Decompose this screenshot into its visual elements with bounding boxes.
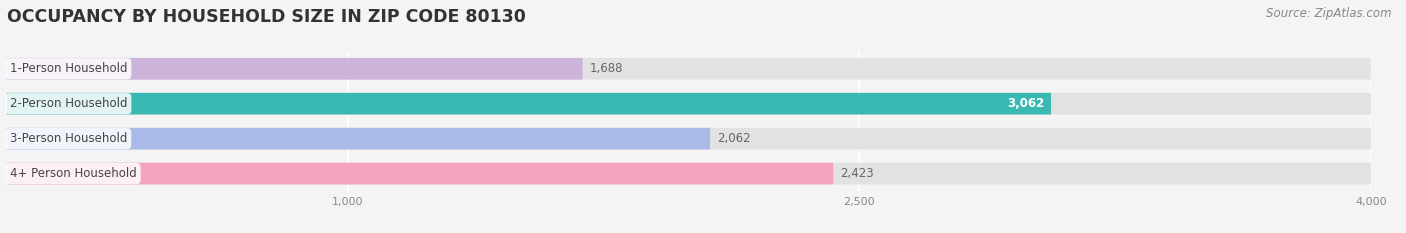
Text: 2-Person Household: 2-Person Household [10, 97, 128, 110]
Text: 2,423: 2,423 [839, 167, 873, 180]
FancyBboxPatch shape [7, 93, 1371, 115]
FancyBboxPatch shape [7, 128, 1371, 150]
Text: 3,062: 3,062 [1007, 97, 1045, 110]
Text: 1,688: 1,688 [589, 62, 623, 75]
FancyBboxPatch shape [7, 163, 834, 185]
Text: 2,062: 2,062 [717, 132, 751, 145]
FancyBboxPatch shape [7, 128, 710, 150]
FancyBboxPatch shape [7, 163, 1371, 185]
Text: 3-Person Household: 3-Person Household [10, 132, 127, 145]
Text: 4+ Person Household: 4+ Person Household [10, 167, 136, 180]
FancyBboxPatch shape [7, 58, 582, 80]
FancyBboxPatch shape [7, 58, 1371, 80]
FancyBboxPatch shape [7, 93, 1052, 115]
Text: Source: ZipAtlas.com: Source: ZipAtlas.com [1267, 7, 1392, 20]
Text: OCCUPANCY BY HOUSEHOLD SIZE IN ZIP CODE 80130: OCCUPANCY BY HOUSEHOLD SIZE IN ZIP CODE … [7, 8, 526, 26]
Text: 1-Person Household: 1-Person Household [10, 62, 128, 75]
